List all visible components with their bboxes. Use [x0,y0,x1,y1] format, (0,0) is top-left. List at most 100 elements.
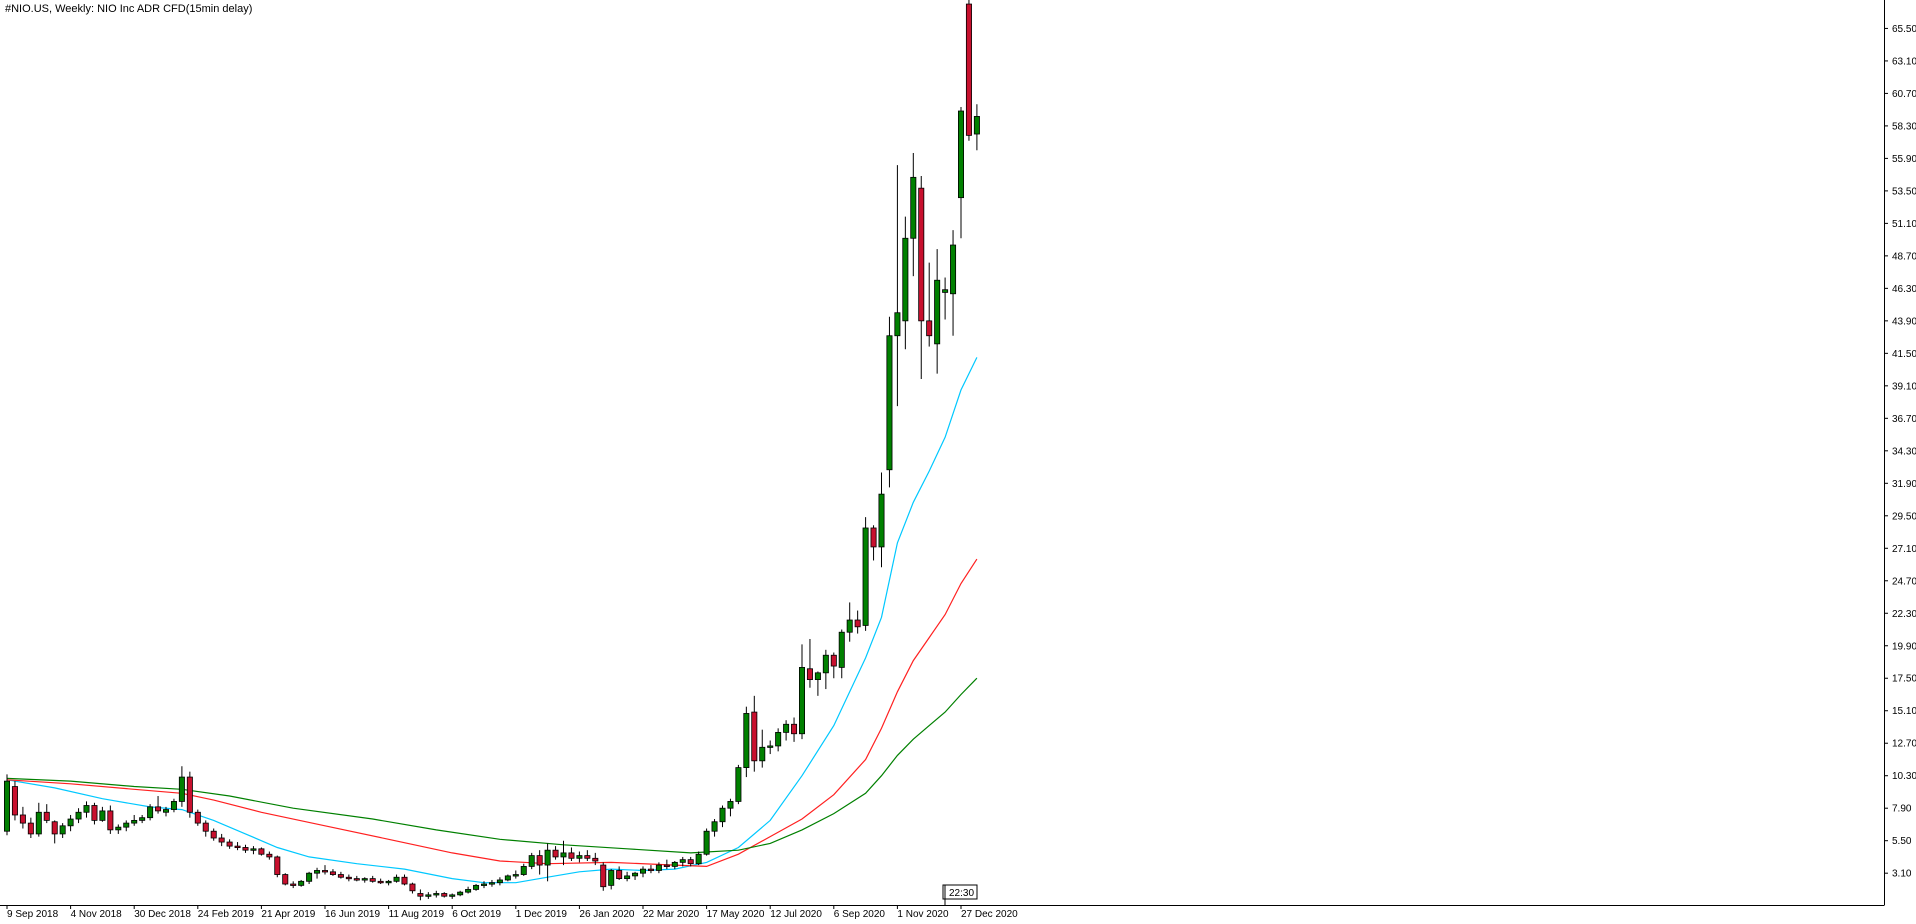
candle-body [496,879,503,884]
candle [194,809,201,826]
candle-body [679,859,686,863]
candle-body [377,880,384,884]
candle [799,644,806,740]
candle [178,766,185,807]
candle [806,638,813,688]
candle [735,764,742,805]
candle [155,796,162,814]
y-tick-label: 41.50 [1892,349,1916,360]
chart-title: #NIO.US, Weekly: NIO Inc ADR CFD(15min d… [5,3,253,15]
candle [958,106,965,239]
moving-average-lines [6,357,978,884]
ma-line-2 [6,558,978,868]
candle [282,873,289,886]
candle [43,804,50,824]
candle [791,717,798,742]
candle-body [11,786,18,816]
candle-body [632,872,639,877]
candle [632,871,639,880]
y-tick-label: 43.90 [1892,316,1916,327]
y-tick-label: 17.50 [1892,674,1916,685]
candle-body [488,882,495,885]
candle-body [767,745,774,748]
candle [425,892,432,899]
candle-body [838,631,845,668]
candle-body [934,279,941,345]
candle-body [449,894,456,897]
candle-body [139,817,146,821]
candle [441,892,448,898]
candle-body [321,870,328,873]
candle-body [4,780,10,832]
candle-body [942,289,949,293]
y-tick-label: 60.70 [1892,89,1916,100]
candle [942,277,949,320]
candle-body [155,806,162,812]
candle-body [393,876,400,882]
candle [600,862,607,891]
candle [767,740,774,755]
candle [329,869,336,876]
candle-body [512,874,519,877]
candle [496,877,503,886]
y-tick-label: 53.50 [1892,186,1916,197]
candles [4,0,980,901]
candle [250,846,257,855]
candle-body [329,871,336,875]
candle [186,771,193,818]
candle-body [337,874,344,878]
candle-body [965,3,972,136]
candle-body [123,822,130,828]
candle-body [520,866,527,875]
candle-body [242,847,249,851]
candle-body [584,855,591,859]
candle [306,871,313,885]
candle-body [783,723,790,733]
candle [775,728,782,752]
candle [417,889,424,901]
candle-body [552,849,559,858]
candle-body [727,801,734,809]
candle-body [775,731,782,747]
y-axis-ticks: 3.10 5.50 7.90 10.30 12.70 15.10 17.50 19.90 22.… [1884,24,1916,880]
candle [337,871,344,879]
x-tick-label: 4 Nov 2018 [71,909,123,919]
candle-body [854,619,861,628]
candle [99,806,106,822]
candle [210,828,217,841]
y-tick-label: 12.70 [1892,739,1916,750]
candle-body [369,878,376,882]
candle [663,859,670,870]
candle-body [560,852,567,858]
candle-body [107,810,114,831]
y-tick-label: 10.30 [1892,771,1916,782]
candle [592,852,599,866]
ma-line-3 [6,677,978,854]
candle-body [473,884,480,890]
candle-body [314,870,321,874]
time-badge-group: 22:30 [942,884,978,905]
candle [242,844,249,853]
candle-body [536,855,543,866]
candle [719,805,726,828]
candle [449,893,456,899]
candle [830,652,837,679]
candle [926,262,933,347]
y-tick-label: 63.10 [1892,56,1916,67]
y-tick-label: 51.10 [1892,219,1916,230]
candle [695,851,702,866]
candle-body [592,857,599,862]
y-tick-label: 22.30 [1892,609,1916,620]
candle [107,805,114,834]
y-tick-label: 19.90 [1892,641,1916,652]
candle-body [27,822,34,835]
candle [131,814,138,826]
candle [822,649,829,690]
candle-body [306,872,313,882]
candle [671,861,678,870]
y-tick-label: 34.30 [1892,446,1916,457]
candle-body [425,894,432,897]
candle [703,828,710,856]
candle-body [687,859,694,865]
